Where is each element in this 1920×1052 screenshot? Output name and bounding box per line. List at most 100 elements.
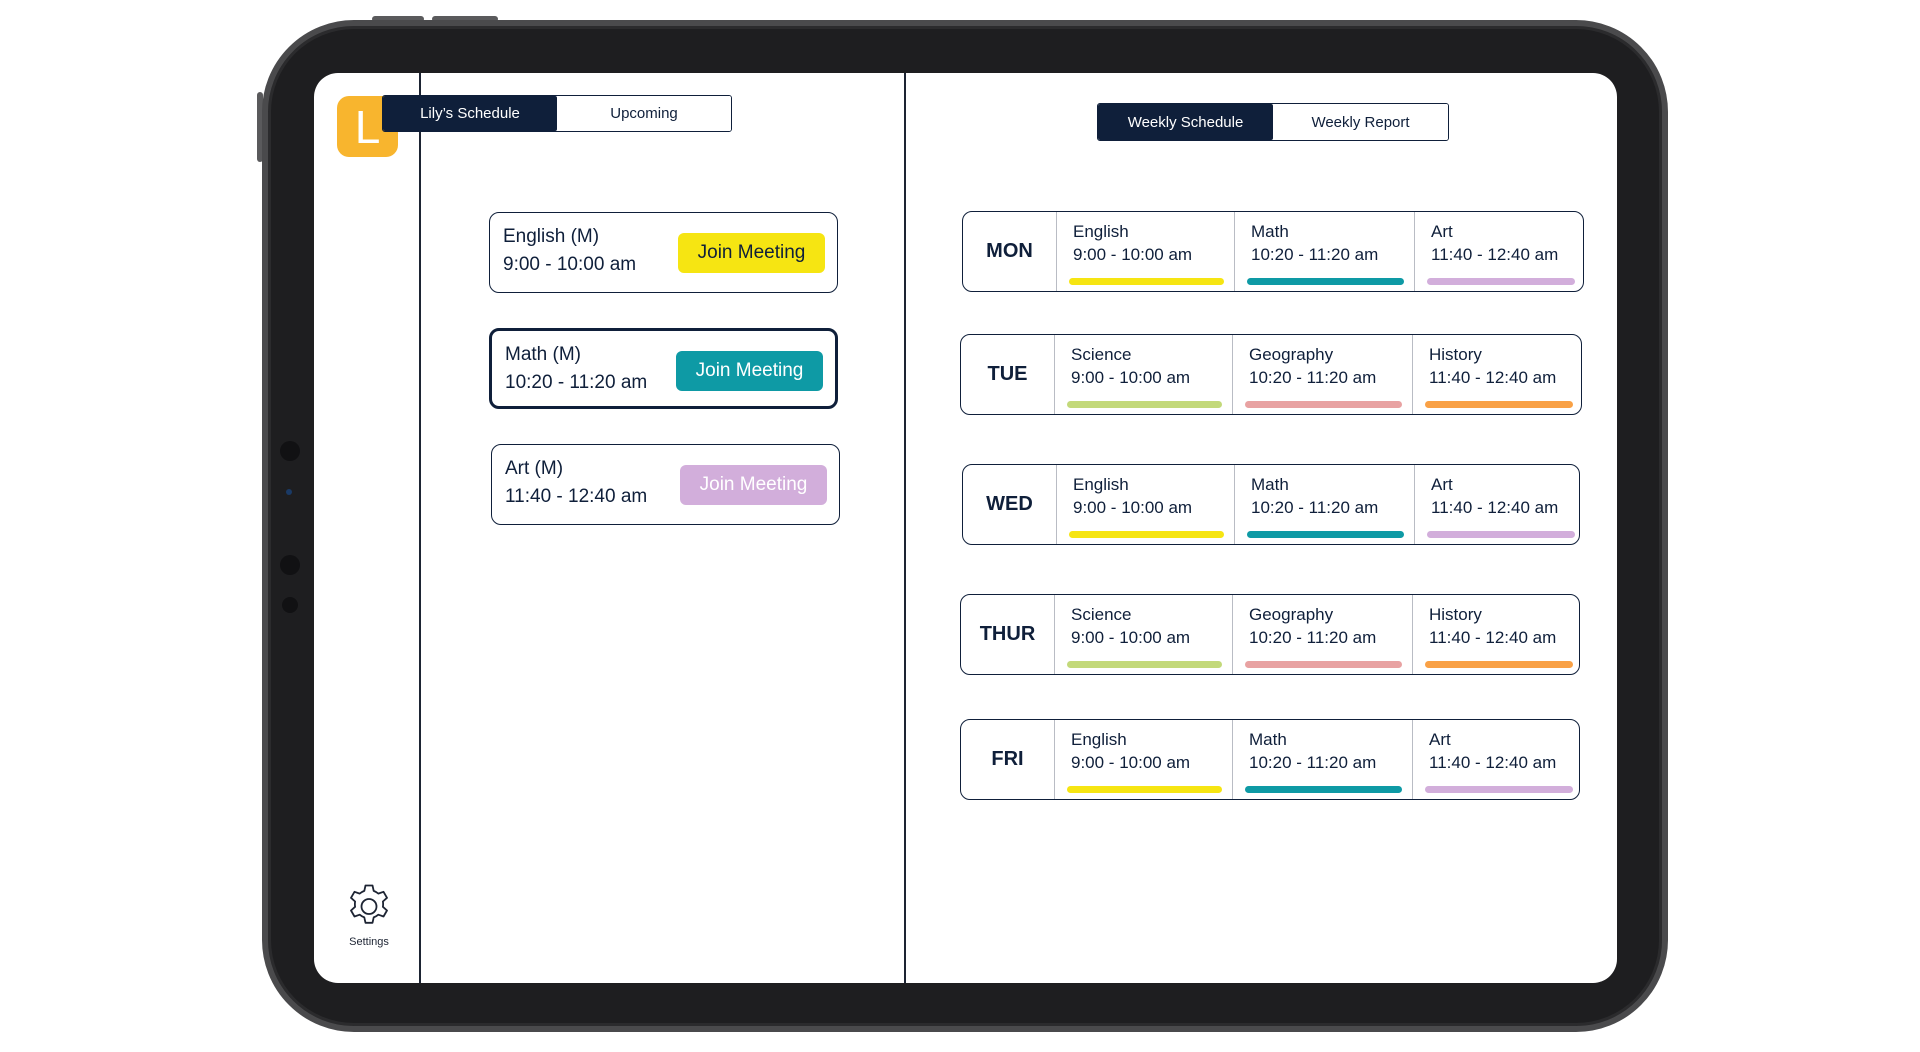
tab-weekly-report[interactable]: Weekly Report <box>1273 104 1448 140</box>
join-meeting-button[interactable]: Join Meeting <box>678 233 825 273</box>
class-color-bar <box>1245 401 1402 408</box>
class-color-bar <box>1247 531 1404 538</box>
class-slot[interactable]: Art 11:40 - 12:40 am <box>1415 212 1585 291</box>
meeting-subject: Art (M) <box>505 458 564 479</box>
class-color-bar <box>1067 401 1222 408</box>
class-name: English <box>1071 730 1127 749</box>
meeting-subject: English (M) <box>503 226 600 247</box>
class-time: 9:00 - 10:00 am <box>1073 498 1193 517</box>
class-time: 11:40 - 12:40 am <box>1429 368 1557 387</box>
class-color-bar <box>1245 661 1402 668</box>
class-color-bar <box>1067 661 1222 668</box>
speaker-dot <box>282 597 298 613</box>
class-name: Geography <box>1249 345 1334 364</box>
class-name: Art <box>1431 222 1453 241</box>
class-color-bar <box>1425 661 1573 668</box>
settings-button[interactable]: Settings <box>334 881 404 951</box>
class-name: Science <box>1071 605 1132 624</box>
class-name: Geography <box>1249 605 1334 624</box>
class-color-bar <box>1247 278 1404 285</box>
class-name: Science <box>1071 345 1132 364</box>
day-row: TUE Science 9:00 - 10:00 am Geography 10:2… <box>960 334 1582 415</box>
meeting-card[interactable]: Math (M) 10:20 - 11:20 am Join Meeting <box>489 328 838 409</box>
class-slot[interactable]: Science 9:00 - 10:00 am <box>1055 335 1233 414</box>
class-color-bar <box>1069 531 1224 538</box>
class-name: Math <box>1251 475 1289 494</box>
class-time: 11:40 - 12:40 am <box>1431 245 1559 264</box>
meeting-card[interactable]: English (M) 9:00 - 10:00 am Join Meeting <box>489 212 838 293</box>
tab-upcoming[interactable]: Upcoming <box>557 96 731 131</box>
class-slot[interactable]: History 11:40 - 12:40 am <box>1413 595 1583 674</box>
join-meeting-button[interactable]: Join Meeting <box>680 465 827 505</box>
class-time: 10:20 - 11:20 am <box>1251 245 1379 264</box>
class-slot[interactable]: English 9:00 - 10:00 am <box>1055 720 1233 799</box>
class-time: 10:20 - 11:20 am <box>1249 628 1377 647</box>
class-name: English <box>1073 222 1129 241</box>
meeting-time: 10:20 - 11:20 am <box>505 372 648 393</box>
class-slot[interactable]: Math 10:20 - 11:20 am <box>1233 720 1413 799</box>
class-name: History <box>1429 605 1482 624</box>
volume-up-button <box>372 16 424 22</box>
class-slot[interactable]: Art 11:40 - 12:40 am <box>1415 465 1585 544</box>
class-time: 9:00 - 10:00 am <box>1071 628 1191 647</box>
day-row: MON English 9:00 - 10:00 am Math 10:20 - 1… <box>962 211 1584 292</box>
class-name: English <box>1073 475 1129 494</box>
class-time: 10:20 - 11:20 am <box>1249 753 1377 772</box>
class-slot[interactable]: Geography 10:20 - 11:20 am <box>1233 595 1413 674</box>
weekly-tab-switch: Weekly Schedule Weekly Report <box>1097 103 1449 141</box>
class-color-bar <box>1067 786 1222 793</box>
volume-down-button <box>432 16 498 22</box>
class-time: 9:00 - 10:00 am <box>1073 245 1193 264</box>
class-name: Math <box>1251 222 1289 241</box>
class-name: Math <box>1249 730 1287 749</box>
class-time: 10:20 - 11:20 am <box>1249 368 1377 387</box>
class-time: 9:00 - 10:00 am <box>1071 753 1191 772</box>
day-label: WED <box>963 465 1057 544</box>
class-slot[interactable]: History 11:40 - 12:40 am <box>1413 335 1583 414</box>
class-slot[interactable]: English 9:00 - 10:00 am <box>1057 212 1235 291</box>
settings-label: Settings <box>349 936 389 948</box>
day-label: TUE <box>961 335 1055 414</box>
meeting-time: 9:00 - 10:00 am <box>503 254 637 275</box>
meeting-subject: Math (M) <box>505 344 581 365</box>
schedule-tab-switch: Lily’s Schedule Upcoming <box>382 95 732 132</box>
class-name: History <box>1429 345 1482 364</box>
meeting-time: 11:40 - 12:40 am <box>505 486 648 507</box>
tab-weekly-schedule[interactable]: Weekly Schedule <box>1098 104 1273 140</box>
day-label: FRI <box>961 720 1055 799</box>
class-color-bar <box>1069 278 1224 285</box>
class-color-bar <box>1425 786 1573 793</box>
sensor-dot <box>286 489 292 495</box>
day-row: FRI English 9:00 - 10:00 am Math 10:20 - 1… <box>960 719 1580 800</box>
day-row: THUR Science 9:00 - 10:00 am Geography 10:… <box>960 594 1580 675</box>
class-slot[interactable]: English 9:00 - 10:00 am <box>1057 465 1235 544</box>
class-color-bar <box>1425 401 1573 408</box>
meeting-card[interactable]: Art (M) 11:40 - 12:40 am Join Meeting <box>491 444 840 525</box>
class-slot[interactable]: Math 10:20 - 11:20 am <box>1235 212 1415 291</box>
join-meeting-button[interactable]: Join Meeting <box>676 351 823 391</box>
class-time: 11:40 - 12:40 am <box>1429 628 1557 647</box>
class-name: Art <box>1429 730 1451 749</box>
class-time: 11:40 - 12:40 am <box>1429 753 1557 772</box>
day-label: THUR <box>961 595 1055 674</box>
day-row: WED English 9:00 - 10:00 am Math 10:20 - 1… <box>962 464 1580 545</box>
class-time: 9:00 - 10:00 am <box>1071 368 1191 387</box>
class-color-bar <box>1427 531 1575 538</box>
class-name: Art <box>1431 475 1453 494</box>
class-time: 10:20 - 11:20 am <box>1251 498 1379 517</box>
class-slot[interactable]: Math 10:20 - 11:20 am <box>1235 465 1415 544</box>
day-label: MON <box>963 212 1057 291</box>
gear-icon <box>344 881 394 931</box>
class-color-bar <box>1245 786 1402 793</box>
sidebar: L Settings <box>314 73 421 983</box>
class-time: 11:40 - 12:40 am <box>1431 498 1559 517</box>
camera-dot <box>280 441 300 461</box>
power-button <box>257 92 263 162</box>
tab-lilys-schedule[interactable]: Lily’s Schedule <box>383 96 557 131</box>
class-color-bar <box>1427 278 1575 285</box>
todays-meetings-panel <box>421 73 906 983</box>
class-slot[interactable]: Art 11:40 - 12:40 am <box>1413 720 1583 799</box>
class-slot[interactable]: Geography 10:20 - 11:20 am <box>1233 335 1413 414</box>
class-slot[interactable]: Science 9:00 - 10:00 am <box>1055 595 1233 674</box>
speaker-dot <box>280 555 300 575</box>
